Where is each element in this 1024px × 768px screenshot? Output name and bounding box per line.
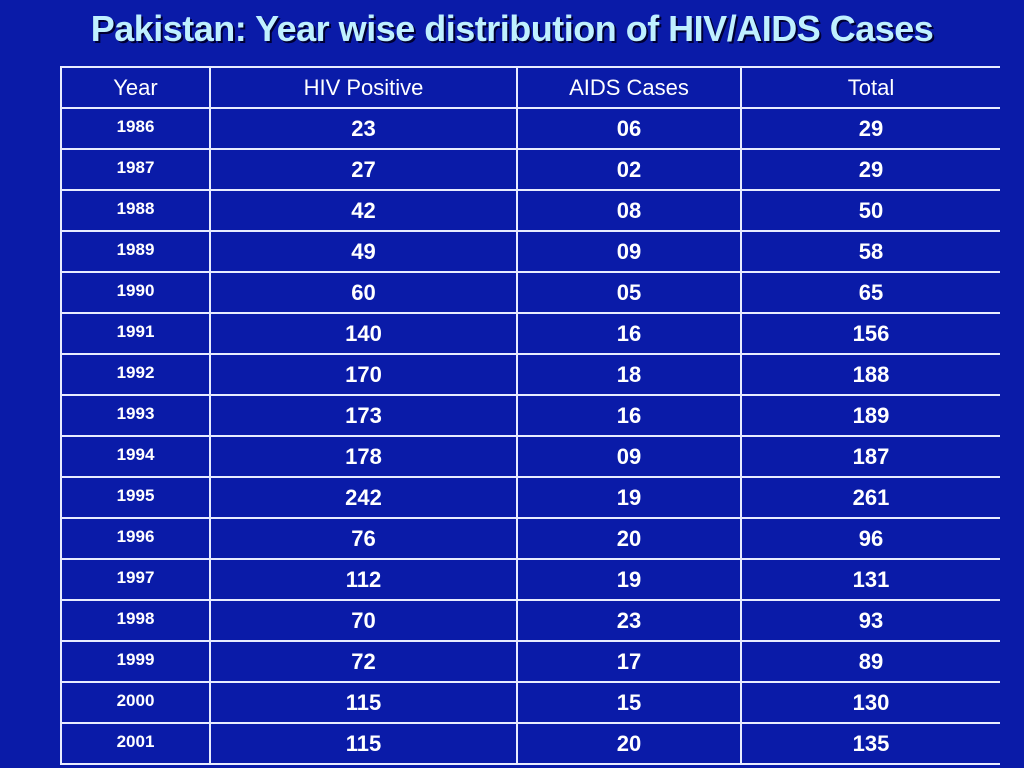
aids-cases-cell: 16 [516,312,742,355]
aids-cases-cell: 06 [516,107,742,150]
total-cell: 131 [740,558,1000,601]
hiv-aids-table: Year HIV Positive AIDS Cases Total 1986 2… [60,66,1000,765]
total-cell: 89 [740,640,1000,683]
table-row: 1987 27 02 29 [60,148,1000,191]
year-cell: 1989 [60,230,211,273]
hiv-positive-cell: 170 [209,353,518,396]
aids-cases-cell: 20 [516,517,742,560]
hiv-positive-cell: 42 [209,189,518,232]
aids-cases-cell: 02 [516,148,742,191]
aids-cases-cell: 15 [516,681,742,724]
aids-cases-cell: 19 [516,476,742,519]
total-cell: 29 [740,107,1000,150]
year-cell: 1992 [60,353,211,396]
table-row: 1994 178 09 187 [60,435,1000,478]
hiv-positive-cell: 23 [209,107,518,150]
aids-cases-cell: 17 [516,640,742,683]
year-cell: 1988 [60,189,211,232]
aids-cases-cell: 19 [516,558,742,601]
header-year: Year [60,66,211,109]
aids-cases-cell: 09 [516,435,742,478]
table-row: 2001 115 20 135 [60,722,1000,765]
table-container: Year HIV Positive AIDS Cases Total 1986 2… [60,66,1000,768]
table-row: 1995 242 19 261 [60,476,1000,519]
year-cell: 2000 [60,681,211,724]
total-cell: 156 [740,312,1000,355]
total-cell: 58 [740,230,1000,273]
year-cell: 1997 [60,558,211,601]
total-cell: 135 [740,722,1000,765]
total-cell: 189 [740,394,1000,437]
aids-cases-cell: 05 [516,271,742,314]
header-hiv-positive: HIV Positive [209,66,518,109]
table-row: 1991 140 16 156 [60,312,1000,355]
year-cell: 1998 [60,599,211,642]
year-cell: 2001 [60,722,211,765]
slide-title: Pakistan: Year wise distribution of HIV/… [90,8,934,49]
total-cell: 130 [740,681,1000,724]
table-row: 1986 23 06 29 [60,107,1000,150]
aids-cases-cell: 20 [516,722,742,765]
aids-cases-cell: 08 [516,189,742,232]
total-cell: 93 [740,599,1000,642]
header-total: Total [740,66,1000,109]
table-row: 1989 49 09 58 [60,230,1000,273]
year-cell: 1987 [60,148,211,191]
year-cell: 1991 [60,312,211,355]
hiv-positive-cell: 70 [209,599,518,642]
table-row: 1996 76 20 96 [60,517,1000,560]
hiv-positive-cell: 49 [209,230,518,273]
hiv-positive-cell: 242 [209,476,518,519]
aids-cases-cell: 16 [516,394,742,437]
total-cell: 261 [740,476,1000,519]
header-aids-cases: AIDS Cases [516,66,742,109]
hiv-positive-cell: 178 [209,435,518,478]
table-row: 1990 60 05 65 [60,271,1000,314]
year-cell: 1995 [60,476,211,519]
year-cell: 1986 [60,107,211,150]
aids-cases-cell: 18 [516,353,742,396]
total-cell: 188 [740,353,1000,396]
aids-cases-cell: 23 [516,599,742,642]
hiv-positive-cell: 115 [209,722,518,765]
hiv-positive-cell: 115 [209,681,518,724]
year-cell: 1999 [60,640,211,683]
table-row: 1992 170 18 188 [60,353,1000,396]
year-cell: 1996 [60,517,211,560]
total-cell: 50 [740,189,1000,232]
table-header-row: Year HIV Positive AIDS Cases Total [60,66,1000,109]
hiv-positive-cell: 140 [209,312,518,355]
table-row: 2000 115 15 130 [60,681,1000,724]
year-cell: 1990 [60,271,211,314]
table-row: 1999 72 17 89 [60,640,1000,683]
aids-cases-cell: 09 [516,230,742,273]
total-cell: 65 [740,271,1000,314]
hiv-positive-cell: 72 [209,640,518,683]
table-body: 1986 23 06 29 1987 27 02 29 1988 42 08 50 1989 49 09 58… [60,107,1000,765]
hiv-positive-cell: 76 [209,517,518,560]
total-cell: 29 [740,148,1000,191]
table-row: 1993 173 16 189 [60,394,1000,437]
hiv-positive-cell: 60 [209,271,518,314]
hiv-positive-cell: 112 [209,558,518,601]
total-cell: 187 [740,435,1000,478]
hiv-positive-cell: 173 [209,394,518,437]
table-row: 1997 112 19 131 [60,558,1000,601]
year-cell: 1994 [60,435,211,478]
total-cell: 96 [740,517,1000,560]
year-cell: 1993 [60,394,211,437]
table-row: 1998 70 23 93 [60,599,1000,642]
table-row: 1988 42 08 50 [60,189,1000,232]
hiv-positive-cell: 27 [209,148,518,191]
